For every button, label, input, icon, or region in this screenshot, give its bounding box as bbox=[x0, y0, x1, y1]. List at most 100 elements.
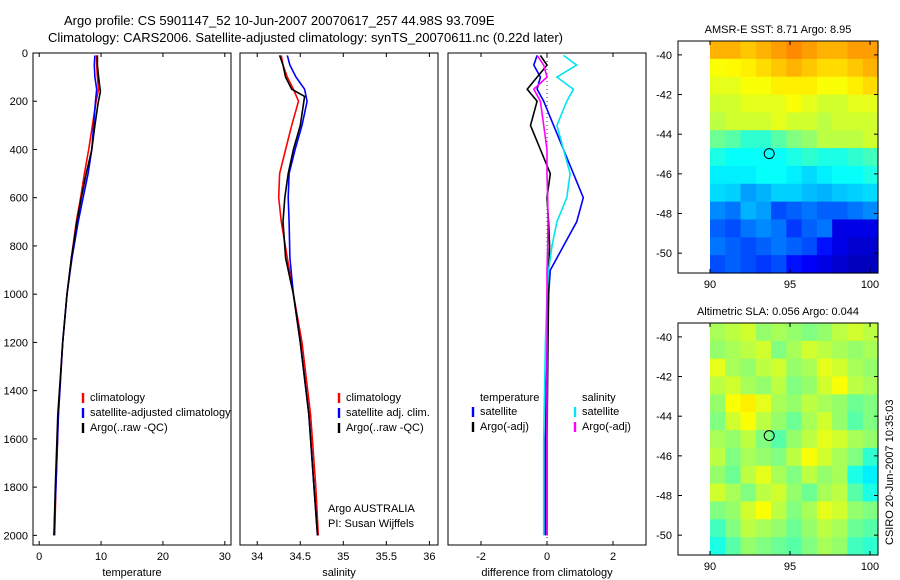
heatmap-cell bbox=[740, 201, 757, 221]
y-tick-label: -48 bbox=[656, 209, 672, 221]
sla-map-frame bbox=[677, 322, 879, 556]
heatmap-cell bbox=[801, 219, 818, 238]
heatmap-cell bbox=[710, 519, 726, 538]
heatmap-cell bbox=[801, 537, 818, 556]
heatmap-cell bbox=[862, 394, 879, 413]
heatmap-cell bbox=[847, 501, 864, 520]
heatmap-cell bbox=[832, 237, 849, 256]
heatmap-cell bbox=[801, 237, 818, 256]
heatmap-cell bbox=[786, 58, 803, 78]
heatmap-cell bbox=[725, 255, 742, 274]
heatmap-cell bbox=[786, 237, 803, 256]
heatmap-cell bbox=[710, 58, 726, 78]
heatmap-cell bbox=[710, 201, 726, 221]
x-tick-label: 100 bbox=[861, 279, 879, 291]
annotation-text: PI: Susan Wijffels bbox=[328, 518, 414, 530]
heatmap-cell bbox=[832, 130, 849, 149]
sst-map-frame bbox=[677, 40, 879, 274]
legend-entry: climatology bbox=[90, 392, 146, 404]
heatmap-cell bbox=[725, 148, 742, 167]
heatmap-cell bbox=[816, 323, 833, 342]
csiro-credit: CSIRO 20-Jun-2007 10:35:03 bbox=[884, 399, 896, 545]
y-tick-label: 1000 bbox=[4, 289, 28, 301]
y-tick-label: 1400 bbox=[4, 386, 28, 398]
heatmap-cell bbox=[740, 519, 757, 538]
heatmap-cell bbox=[771, 237, 787, 256]
heatmap-cell bbox=[771, 112, 787, 131]
heatmap-cell bbox=[710, 501, 726, 520]
heatmap-cell bbox=[786, 323, 803, 342]
heatmap-cell bbox=[801, 255, 818, 274]
heatmap-cell bbox=[740, 323, 757, 342]
heatmap-cell bbox=[771, 255, 787, 274]
heatmap-cell bbox=[847, 323, 864, 342]
heatmap-cell bbox=[786, 412, 803, 431]
heatmap-cell bbox=[710, 112, 726, 131]
sst-map-chart: AMSR-E SST: 8.71 Argo: 8.95 90 95 100 -40 -42… bbox=[656, 24, 879, 291]
heatmap-cell bbox=[847, 183, 864, 203]
y-tick-label: -46 bbox=[656, 451, 672, 463]
legend-entry: satellite bbox=[480, 406, 517, 418]
heatmap-cell bbox=[710, 430, 726, 449]
heatmap-cell bbox=[816, 183, 833, 203]
y-tick-label: -40 bbox=[656, 332, 672, 344]
heatmap-cell bbox=[832, 340, 849, 360]
heatmap-cell bbox=[862, 94, 879, 113]
heatmap-cell bbox=[725, 340, 742, 360]
heatmap-cell bbox=[740, 537, 757, 556]
temperature-frame bbox=[32, 52, 232, 546]
y-tick-label: 0 bbox=[22, 48, 28, 60]
heatmap-cell bbox=[832, 94, 849, 113]
heatmap-cell bbox=[862, 112, 879, 131]
difference-xlabel: difference from climatology bbox=[481, 567, 613, 579]
heatmap-cell bbox=[740, 255, 757, 274]
heatmap-cell bbox=[710, 358, 726, 378]
heatmap-cell bbox=[847, 412, 864, 431]
heatmap-cell bbox=[786, 483, 803, 503]
heatmap-cell bbox=[710, 376, 726, 395]
heatmap-cell bbox=[816, 430, 833, 449]
heatmap-cell bbox=[755, 412, 772, 431]
heatmap-cell bbox=[740, 358, 757, 378]
legend-header-salinity: salinity bbox=[582, 392, 616, 404]
heatmap-cell bbox=[755, 219, 772, 238]
heatmap-cell bbox=[710, 483, 726, 503]
y-tick-label: 1600 bbox=[4, 434, 28, 446]
heatmap-cell bbox=[801, 130, 818, 149]
heatmap-cell bbox=[740, 483, 757, 503]
heatmap-cell bbox=[771, 501, 787, 520]
heatmap-cell bbox=[786, 130, 803, 149]
y-tick-label: -42 bbox=[656, 90, 672, 102]
heatmap-cell bbox=[816, 358, 833, 378]
legend-entry: Argo(-adj) bbox=[480, 421, 529, 433]
heatmap-cell bbox=[725, 201, 742, 221]
heatmap-cell bbox=[725, 501, 742, 520]
legend-entry: climatology bbox=[346, 392, 402, 404]
salinity-frame bbox=[239, 52, 439, 546]
heatmap-cell bbox=[847, 483, 864, 503]
heatmap-cell bbox=[816, 237, 833, 256]
heatmap-cell bbox=[862, 376, 879, 395]
heatmap-cell bbox=[710, 76, 726, 96]
heatmap-cell bbox=[755, 483, 772, 503]
heatmap-cell bbox=[816, 148, 833, 167]
heatmap-cell bbox=[786, 447, 803, 467]
heatmap-cell bbox=[725, 376, 742, 395]
heatmap-cell bbox=[755, 237, 772, 256]
heatmap-cell bbox=[740, 501, 757, 520]
heatmap-cell bbox=[755, 501, 772, 520]
heatmap-cell bbox=[786, 501, 803, 520]
heatmap-cell bbox=[832, 412, 849, 431]
heatmap-cell bbox=[816, 58, 833, 78]
heatmap-cell bbox=[832, 183, 849, 203]
y-tick-label: -44 bbox=[656, 411, 672, 423]
heatmap-cell bbox=[862, 58, 879, 78]
y-tick-label: 400 bbox=[10, 144, 28, 156]
legend-entry: satellite adj. clim. bbox=[346, 407, 430, 419]
heatmap-cell bbox=[847, 465, 864, 485]
heatmap-cell bbox=[786, 394, 803, 413]
heatmap-cell bbox=[816, 112, 833, 131]
heatmap-cell bbox=[832, 519, 849, 538]
heatmap-cell bbox=[710, 165, 726, 185]
heatmap-cell bbox=[847, 58, 864, 78]
